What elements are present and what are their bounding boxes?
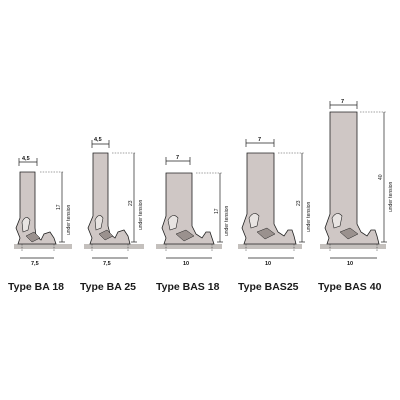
- bas18-base: [156, 244, 222, 249]
- bas40-seal-body: [324, 111, 380, 245]
- ba25-base-width: 7,5: [103, 261, 111, 267]
- bas25-type-label: Type BAS25: [238, 281, 299, 293]
- profile-ba18: 4,5 17 under tension 7,5 Type BA 18: [8, 156, 72, 293]
- ba25-seal-body: [87, 152, 131, 245]
- ba18-height-note: under tension: [66, 204, 72, 235]
- ba25-base: [84, 244, 144, 249]
- bas40-height-note: under tension: [388, 181, 394, 212]
- ba18-height: 17: [56, 204, 62, 210]
- bas18-height: 17: [214, 208, 220, 214]
- bas25-top-width: 7: [258, 137, 261, 143]
- bas25-base: [238, 244, 302, 249]
- ba25-type-label: Type BA 25: [80, 281, 136, 293]
- ba18-base: [14, 244, 72, 249]
- bas25-height: 23: [296, 200, 302, 206]
- ba18-seal-body: [15, 171, 57, 245]
- bas40-base: [320, 244, 386, 249]
- bas18-top-width: 7: [176, 155, 179, 161]
- ba25-height: 23: [128, 200, 134, 206]
- profile-bas25: 7 23 under tension 10 Type BAS25: [238, 137, 312, 293]
- bas40-base-width: 10: [347, 261, 353, 267]
- bas40-type-label: Type BAS 40: [318, 281, 382, 293]
- profile-ba25: 4,5 23 under tension 7,5 Type BA 25: [80, 137, 144, 293]
- bas18-height-note: under tension: [224, 205, 230, 236]
- bas40-height: 40: [378, 174, 384, 180]
- ba18-base-width: 7,5: [31, 261, 39, 267]
- bas40-top-width: 7: [341, 99, 344, 105]
- bas25-base-width: 10: [265, 261, 271, 267]
- bas25-height-note: under tension: [306, 201, 312, 232]
- ba18-top-width: 4,5: [22, 156, 30, 162]
- profile-bas18: 7 17 under tension 10 Type BAS 18: [156, 155, 230, 293]
- bas18-type-label: Type BAS 18: [156, 281, 220, 293]
- ba18-type-label: Type BA 18: [8, 281, 64, 293]
- ba25-top-width: 4,5: [94, 137, 102, 143]
- profile-bas40: 7 40 under tension 10 Type BAS 40: [318, 99, 394, 293]
- bas18-base-width: 10: [183, 261, 189, 267]
- ba25-height-note: under tension: [138, 199, 144, 230]
